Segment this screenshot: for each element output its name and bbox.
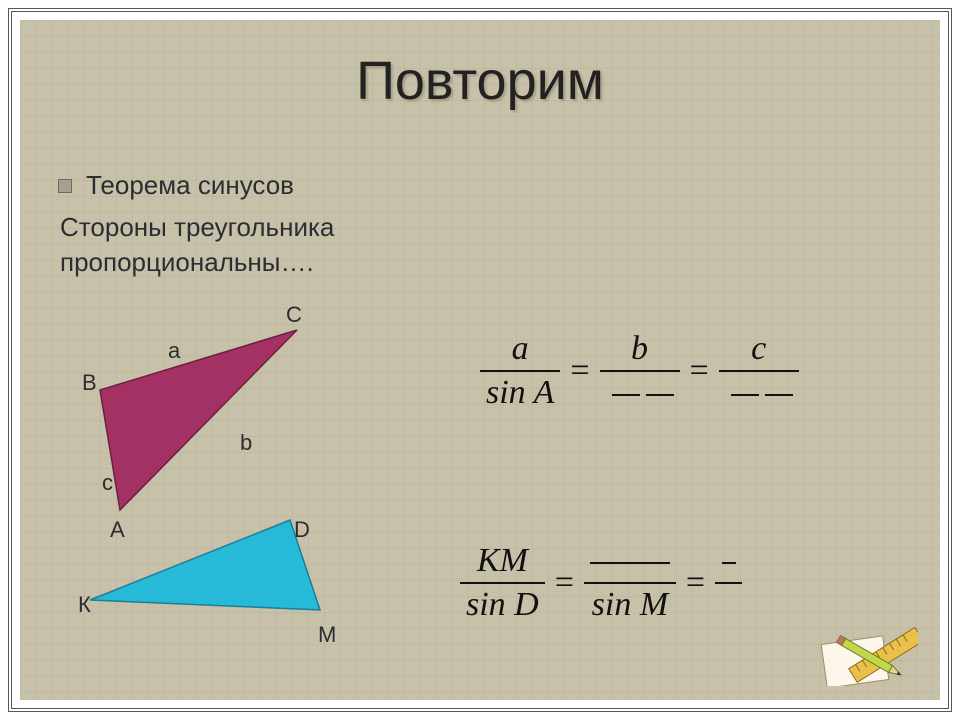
den-blank-2 [719, 372, 799, 414]
label-c: c [102, 470, 113, 496]
num-b: b [625, 328, 654, 370]
bullet-square-icon [58, 179, 72, 193]
fraction-blank-sinM: sin M [584, 540, 676, 626]
label-B: В [82, 370, 97, 396]
corner-clipart-icon [818, 606, 918, 686]
body-text: Стороны треугольника пропорциональны…. [60, 210, 420, 280]
bullet-row: Теорема синусов [58, 170, 294, 201]
slide: Повторим Теорема синусов Стороны треугол… [0, 0, 960, 720]
fraction-b-blank: b [600, 328, 680, 414]
den-blank-1 [600, 372, 680, 414]
equals-2: = [680, 352, 719, 390]
label-b: b [240, 430, 252, 456]
num-blank [584, 540, 676, 582]
den-sinA: sin A [480, 372, 560, 414]
num-KM: KM [471, 540, 534, 582]
den-sinD: sin D [460, 584, 545, 626]
bullet-text: Теорема синусов [86, 170, 294, 201]
trailing-blank: x [715, 540, 742, 626]
equals-4: = [676, 564, 715, 602]
equals-3: = [545, 564, 584, 602]
den-sinM: sin M [586, 584, 675, 626]
fraction-a-sinA: a sin A [480, 328, 560, 414]
num-a: a [506, 328, 535, 370]
label-D: D [294, 517, 310, 543]
num-c: c [745, 328, 772, 370]
label-K: К [78, 592, 91, 618]
equals-1: = [560, 352, 599, 390]
slide-title: Повторим [20, 50, 940, 112]
formula-1: a sin A = b = c [480, 328, 799, 414]
fraction-c-blank: c [719, 328, 799, 414]
label-C: С [286, 302, 302, 328]
triangle-1 [100, 330, 297, 510]
label-a: a [168, 338, 180, 364]
formula-2: KM sin D = sin M = x [460, 540, 742, 626]
fraction-KM-sinD: KM sin D [460, 540, 545, 626]
label-M: М [318, 622, 336, 648]
slide-area: Повторим Теорема синусов Стороны треугол… [20, 20, 940, 700]
label-A: А [110, 517, 125, 543]
